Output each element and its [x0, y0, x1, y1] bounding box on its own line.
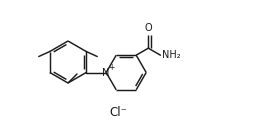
Text: O: O: [144, 23, 152, 33]
Text: N: N: [102, 68, 110, 77]
Text: +: +: [108, 63, 114, 72]
Text: NH₂: NH₂: [162, 50, 181, 60]
Text: Cl⁻: Cl⁻: [109, 105, 127, 118]
